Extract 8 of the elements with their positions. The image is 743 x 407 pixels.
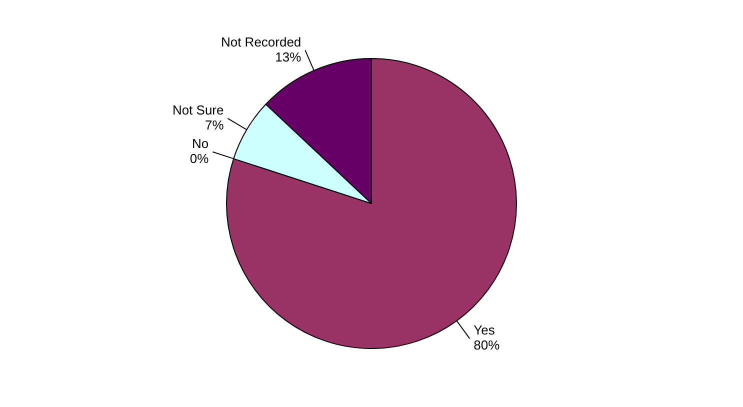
slice-label: Not Sure [172, 102, 224, 118]
text: 0% [190, 150, 209, 166]
slice-label: Not Recorded [220, 34, 302, 50]
data-label: 7% [204, 118, 224, 133]
data-label: 80% [474, 338, 500, 353]
slice-label: Yes [474, 322, 496, 338]
category-label: No [192, 136, 209, 151]
data-label: 13% [275, 49, 302, 64]
